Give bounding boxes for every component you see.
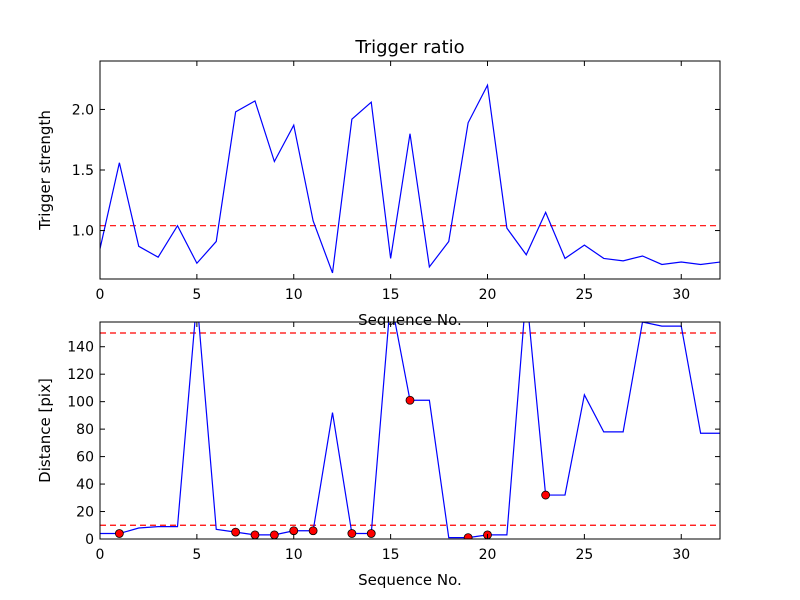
y-tick-label: 20 — [76, 505, 94, 521]
data-point-marker — [269, 530, 279, 539]
plot-frame — [99, 321, 721, 540]
y-tick-label: 140 — [67, 340, 94, 356]
bottom-chart: 0 5 10 15 20 25 30 0 20 40 60 80 100 120 140 Sequence N… — [36, 321, 721, 589]
x-tick-label: 20 — [479, 547, 497, 563]
x-axis-label: Sequence No. — [358, 311, 462, 329]
x-tick-label: 10 — [285, 547, 303, 563]
y-tick-label: 80 — [76, 422, 94, 438]
data-point-marker — [541, 490, 551, 500]
y-tick-label: 40 — [76, 477, 94, 493]
x-tick-label: 30 — [672, 547, 690, 563]
y-tick-label: 60 — [76, 450, 94, 466]
plot-area — [100, 83, 720, 274]
x-tick-label: 5 — [192, 547, 201, 563]
data-point-marker — [231, 527, 241, 537]
x-tick-label: 15 — [382, 287, 400, 303]
y-tick-label: 2.0 — [72, 102, 94, 118]
y-tick-label: 100 — [67, 395, 94, 411]
top-chart: 0 5 10 15 20 25 30 1.0 1.5 2.0 Sequence No. Trigger… — [36, 37, 721, 329]
y-axis-label: Trigger strength — [36, 110, 54, 231]
plot-frame — [99, 60, 721, 280]
y-axis-label: Distance [pix] — [36, 378, 54, 483]
x-tick-label: 5 — [192, 287, 201, 303]
x-tick-label: 30 — [672, 287, 690, 303]
y-tick-label: 1.0 — [72, 224, 94, 240]
x-tick-label: 25 — [575, 547, 593, 563]
data-point-marker — [366, 529, 376, 538]
data-point-marker — [405, 395, 415, 405]
series-line — [100, 83, 720, 274]
data-point-marker — [347, 529, 357, 538]
x-tick-label: 25 — [575, 287, 593, 303]
x-tick-label: 0 — [96, 287, 105, 303]
y-tick-label: 0 — [85, 532, 94, 548]
data-point-marker — [114, 529, 124, 538]
x-axis-label: Sequence No. — [358, 571, 462, 589]
x-tick-label: 10 — [285, 287, 303, 303]
x-tick-label: 15 — [382, 547, 400, 563]
x-tick-label: 0 — [96, 547, 105, 563]
y-tick-label: 120 — [67, 367, 94, 383]
chart-title: Trigger ratio — [354, 37, 464, 58]
y-tick-label: 1.5 — [72, 163, 94, 179]
data-point-marker — [289, 526, 299, 536]
data-point-marker — [308, 526, 318, 536]
data-point-marker — [463, 533, 473, 539]
data-point-marker — [250, 530, 260, 539]
plot-area — [100, 322, 720, 539]
x-tick-label: 20 — [479, 287, 497, 303]
